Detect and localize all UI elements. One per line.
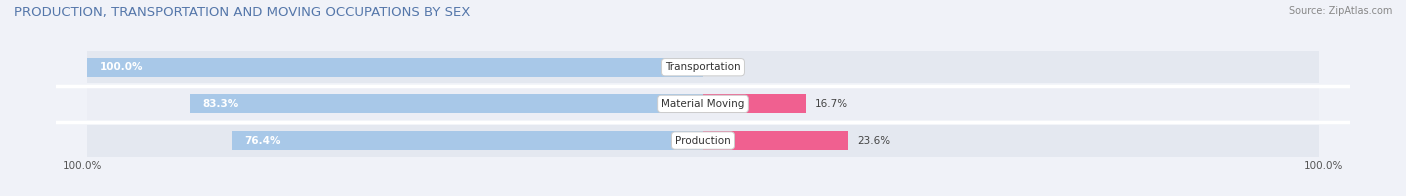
Text: 100.0%: 100.0% <box>1305 161 1344 171</box>
Bar <box>87 58 703 77</box>
Bar <box>190 94 703 113</box>
Bar <box>232 131 703 150</box>
Bar <box>703 125 1319 156</box>
Text: 100.0%: 100.0% <box>62 161 101 171</box>
Bar <box>87 88 703 120</box>
Text: 0.0%: 0.0% <box>716 62 741 72</box>
Text: Material Moving: Material Moving <box>661 99 745 109</box>
Text: PRODUCTION, TRANSPORTATION AND MOVING OCCUPATIONS BY SEX: PRODUCTION, TRANSPORTATION AND MOVING OC… <box>14 6 471 19</box>
Text: 76.4%: 76.4% <box>245 136 281 146</box>
Text: Production: Production <box>675 136 731 146</box>
Text: Transportation: Transportation <box>665 62 741 72</box>
Text: 16.7%: 16.7% <box>815 99 848 109</box>
Bar <box>703 131 848 150</box>
Bar <box>87 51 703 83</box>
Bar <box>703 88 1319 120</box>
Bar <box>703 51 1319 83</box>
Text: Source: ZipAtlas.com: Source: ZipAtlas.com <box>1288 6 1392 16</box>
Bar <box>703 94 806 113</box>
Text: 83.3%: 83.3% <box>202 99 239 109</box>
Bar <box>87 125 703 156</box>
Text: 23.6%: 23.6% <box>858 136 891 146</box>
Text: 100.0%: 100.0% <box>100 62 143 72</box>
